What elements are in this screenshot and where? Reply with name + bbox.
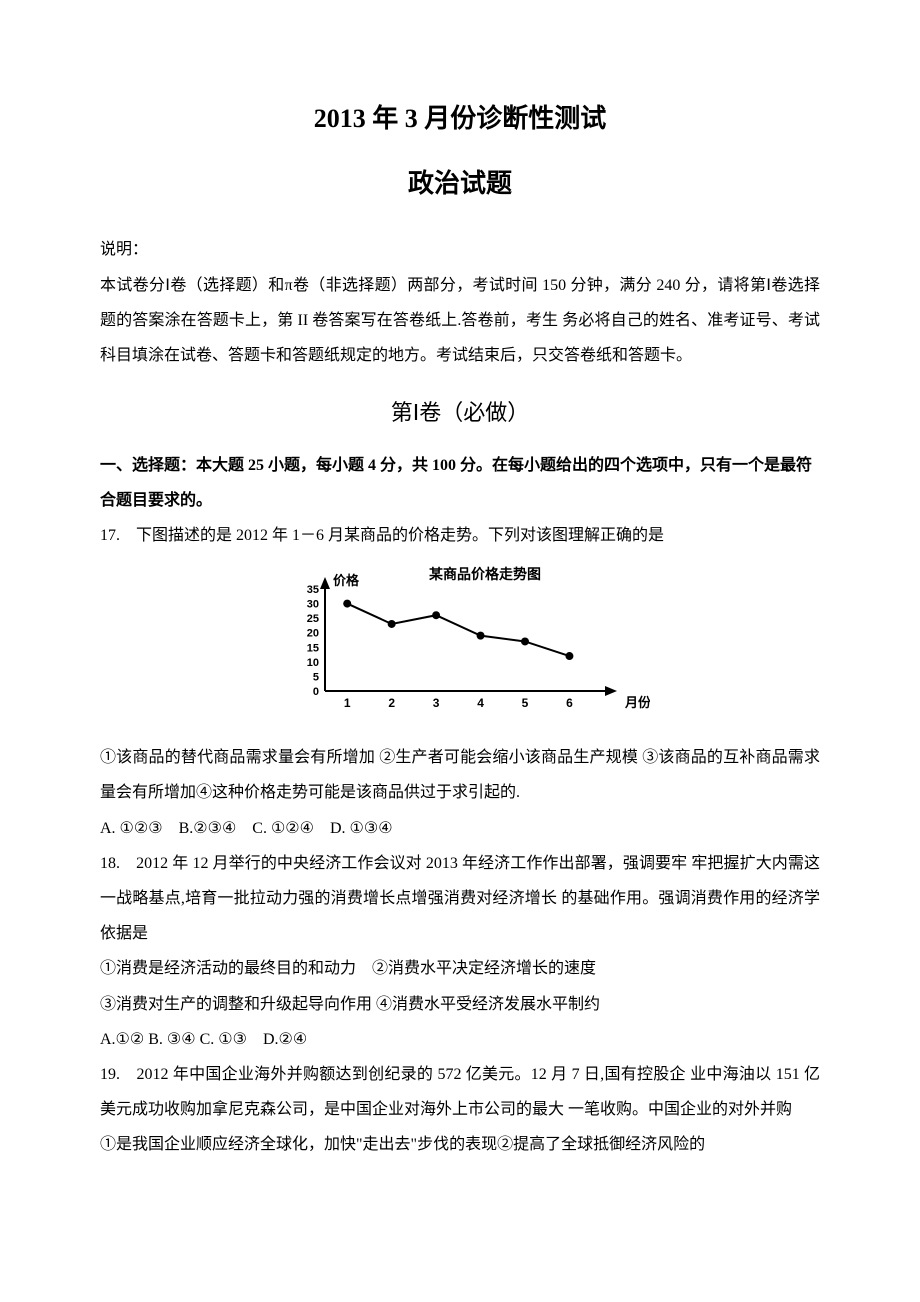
svg-text:25: 25 bbox=[307, 613, 319, 625]
q18-s2: ③消费对生产的调整和升级起导向作用 ④消费水平受经济发展水平制约 bbox=[100, 987, 820, 1022]
svg-text:20: 20 bbox=[307, 628, 319, 640]
svg-text:月份: 月份 bbox=[624, 695, 650, 710]
q17-options: A. ①②③ B.②③④ C. ①②④ D. ①③④ bbox=[100, 811, 820, 846]
intro-label: 说明： bbox=[100, 232, 820, 267]
svg-text:1: 1 bbox=[344, 696, 351, 710]
svg-text:0: 0 bbox=[313, 686, 319, 698]
q18-s1: ①消费是经济活动的最终目的和动力 ②消费水平决定经济增长的速度 bbox=[100, 951, 820, 986]
exam-title-sub: 政治试题 bbox=[100, 155, 820, 212]
svg-text:价格: 价格 bbox=[333, 573, 360, 588]
q19-s1: ①是我国企业顺应经济全球化，加快"走出去"步伐的表现②提高了全球抵御经济风险的 bbox=[100, 1127, 820, 1162]
svg-text:6: 6 bbox=[566, 696, 573, 710]
svg-text:5: 5 bbox=[313, 672, 319, 684]
q18-stem: 18. 2012 年 12 月举行的中央经济工作会议对 2013 年经济工作作出… bbox=[100, 846, 820, 952]
svg-text:35: 35 bbox=[307, 584, 319, 596]
section-1-instructions: 一、选择题：本大题 25 小题，每小题 4 分，共 100 分。在每小题给出的四… bbox=[100, 448, 820, 518]
svg-text:2: 2 bbox=[388, 696, 395, 710]
q18-options: A.①② B. ③④ C. ①③ D.②④ bbox=[100, 1022, 820, 1057]
q17-statements: ①该商品的替代商品需求量会有所增加 ②生产者可能会缩小该商品生产规模 ③该商品的… bbox=[100, 740, 820, 810]
section-1-title: 第Ⅰ卷（必做） bbox=[100, 389, 820, 437]
svg-text:3: 3 bbox=[433, 696, 440, 710]
intro-body: 本试卷分Ⅰ卷（选择题）和π卷（非选择题）两部分，考试时间 150 分钟，满分 2… bbox=[100, 268, 820, 374]
svg-text:4: 4 bbox=[477, 696, 484, 710]
q19-stem: 19. 2012 年中国企业海外并购额达到创纪录的 572 亿美元。12 月 7… bbox=[100, 1057, 820, 1127]
q17-chart: 某商品价格走势图 价格 0 5 10 15 20 25 30 35 1 2 3 4 5 6 月份 bbox=[100, 565, 820, 728]
q17-stem: 17. 下图描述的是 2012 年 1－6 月某商品的价格走势。下列对该图理解正… bbox=[100, 518, 820, 553]
svg-text:某商品价格走势图: 某商品价格走势图 bbox=[429, 566, 541, 582]
svg-text:15: 15 bbox=[307, 642, 319, 654]
svg-text:30: 30 bbox=[307, 599, 319, 611]
exam-title-main: 2013 年 3 月份诊断性测试 bbox=[100, 90, 820, 147]
svg-text:5: 5 bbox=[522, 696, 529, 710]
price-trend-chart: 某商品价格走势图 价格 0 5 10 15 20 25 30 35 1 2 3 4 5 6 月份 bbox=[270, 565, 650, 715]
svg-text:10: 10 bbox=[307, 657, 319, 669]
